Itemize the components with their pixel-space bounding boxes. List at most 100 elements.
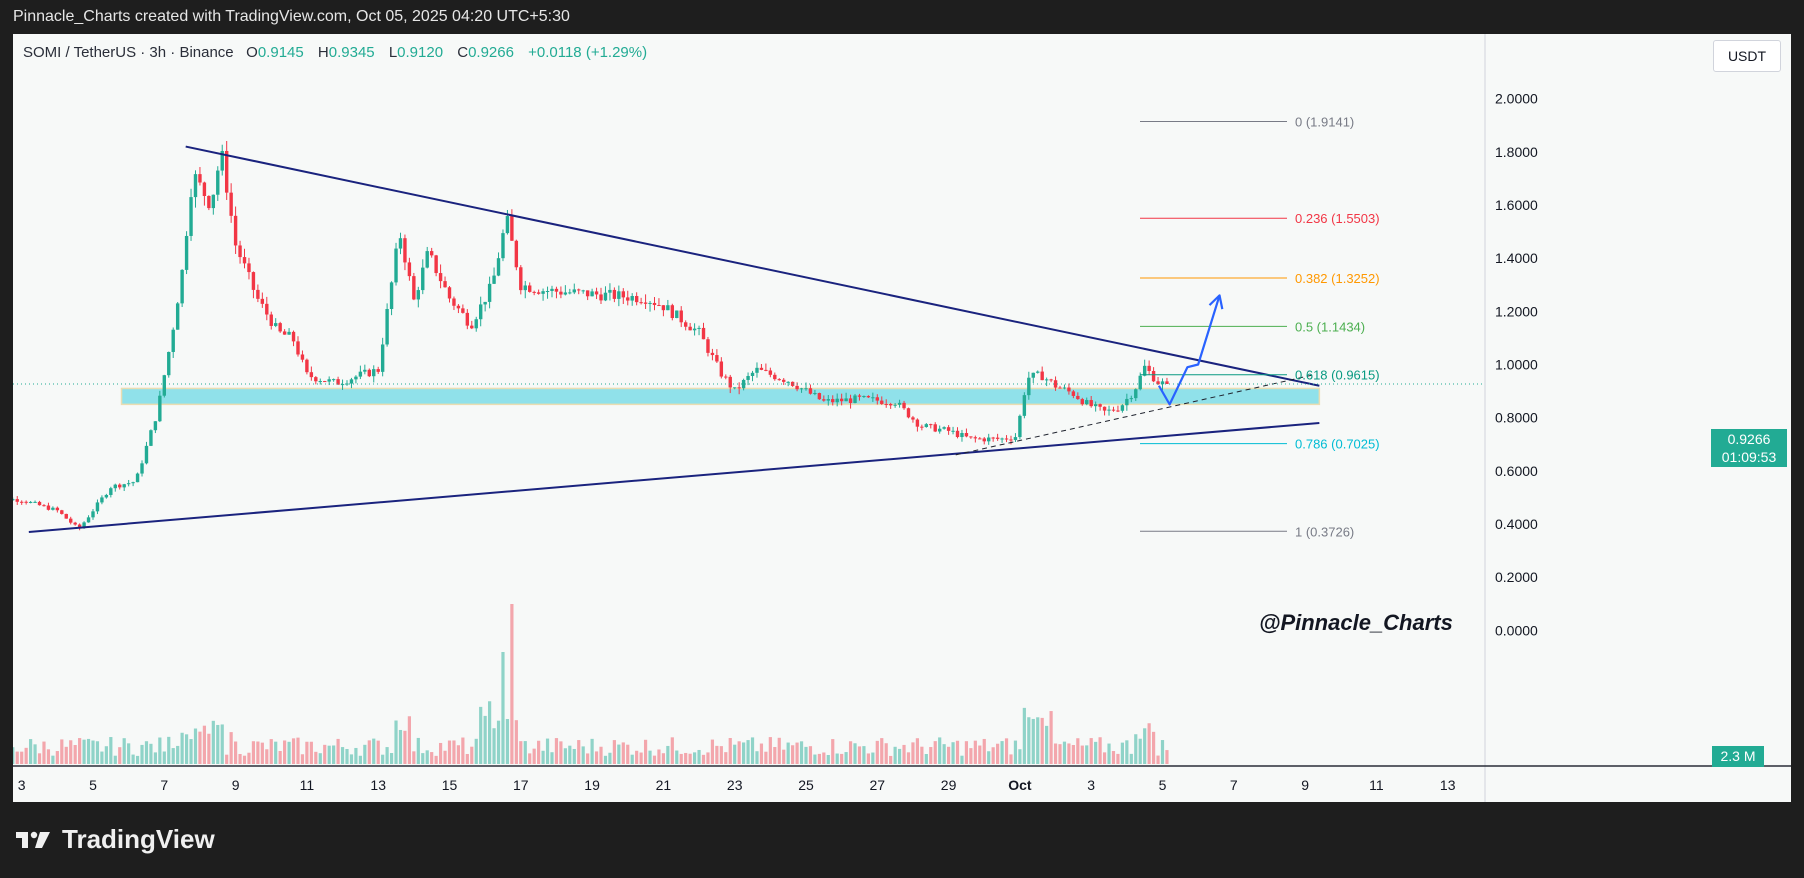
candle-body: [309, 372, 314, 378]
volume-bar: [488, 701, 492, 764]
volume-bar: [853, 743, 857, 764]
candle-body: [572, 289, 576, 293]
candle-body: [220, 150, 224, 171]
volume-bar: [122, 738, 126, 764]
volume-bar: [474, 738, 478, 764]
volume-bar: [381, 754, 385, 764]
x-tick-label: 25: [798, 777, 814, 793]
currency-selector[interactable]: USDT: [1713, 40, 1781, 72]
volume-bar: [987, 751, 991, 764]
volume-bar: [684, 752, 688, 764]
volume-bar: [345, 749, 349, 764]
volume-bar: [657, 749, 661, 764]
volume-bar: [964, 741, 969, 764]
volume-bar: [421, 753, 425, 764]
candle-body: [345, 383, 349, 385]
volume-bar: [372, 738, 376, 764]
candle-body: [848, 398, 853, 403]
chart-panel[interactable]: 2.0000 1.8000 1.6000 1.4000 1.2000 1.0000 0.80…: [13, 34, 1791, 802]
volume-bar: [519, 741, 523, 764]
high-key: H: [317, 44, 329, 61]
candle-body: [911, 417, 915, 420]
candle-body: [773, 374, 777, 380]
candle-body: [505, 216, 510, 234]
x-tick-label: 15: [442, 777, 458, 793]
price-chart[interactable]: 2.0000 1.8000 1.6000 1.4000 1.2000 1.0000 0.80…: [13, 34, 1791, 802]
volume-bar: [692, 752, 697, 764]
volume-bar: [563, 748, 567, 764]
candle-body: [528, 285, 532, 292]
volume-bar: [323, 744, 327, 764]
candle-body: [1129, 398, 1134, 400]
candle-body: [184, 235, 189, 270]
volume-bar: [176, 745, 180, 764]
volume-bar: [577, 740, 581, 764]
volume-bar: [1009, 754, 1013, 764]
volume-bar: [225, 754, 229, 764]
candle-body: [167, 351, 171, 376]
candle-body: [91, 511, 95, 518]
candle-body: [42, 505, 46, 507]
candle-body: [701, 327, 706, 340]
x-tick-label: 3: [18, 777, 26, 793]
candle-body: [737, 387, 741, 389]
candle-body: [639, 302, 643, 304]
x-tick-label: 9: [232, 777, 240, 793]
candle-body: [282, 331, 287, 335]
volume-bar: [924, 754, 928, 764]
volume-bar: [621, 742, 625, 764]
volume-bar: [211, 720, 215, 764]
tradingview-logo[interactable]: TradingView: [14, 824, 215, 855]
candle-body: [964, 433, 969, 437]
candle-body: [470, 325, 474, 329]
symbol-label[interactable]: SOMI / TetherUS · 3h · Binance: [23, 44, 234, 61]
volume-bar: [1080, 745, 1084, 764]
volume-bar: [278, 750, 282, 764]
candle-body: [634, 296, 639, 303]
x-tick-label: 5: [1159, 777, 1167, 793]
volume-bar: [635, 750, 639, 764]
volume-bar: [269, 739, 273, 764]
candle-body: [1156, 381, 1160, 385]
candle-body: [229, 192, 233, 216]
volume-bar: [20, 751, 24, 764]
volume-bar: [626, 744, 630, 764]
candle-body: [652, 302, 657, 306]
candle-body: [510, 216, 514, 241]
volume-bar: [438, 742, 443, 764]
candle-body: [839, 398, 844, 402]
candle-body: [670, 305, 675, 319]
candle-body: [719, 361, 724, 377]
volume-bar: [1036, 717, 1040, 764]
candle-body: [1018, 415, 1022, 438]
volume-bar: [82, 739, 86, 764]
candle-body: [822, 399, 826, 401]
candle-body: [73, 522, 77, 525]
candle-body: [13, 499, 15, 501]
high-value: 0.9345: [328, 44, 375, 61]
y-tick-label: 2.0000: [1495, 91, 1538, 107]
volume-bar: [880, 738, 884, 764]
y-tick-label: 0.6000: [1495, 463, 1538, 479]
volume-bar: [559, 741, 563, 764]
candle-body: [755, 367, 759, 373]
y-tick-label: 1.6000: [1495, 197, 1538, 213]
x-tick-label: 11: [300, 777, 315, 793]
candle-body: [559, 291, 563, 295]
last-price-tag: 0.9266 01:09:53: [1711, 429, 1787, 467]
candle-body: [86, 517, 91, 523]
volume-bar: [889, 755, 893, 764]
candle-body: [523, 285, 527, 291]
candle-body: [274, 323, 278, 326]
volume-bar: [550, 752, 554, 764]
volume-bar: [202, 725, 207, 764]
candle-body: [82, 522, 86, 529]
volume-bar: [844, 752, 848, 764]
candle-body: [1009, 439, 1013, 441]
volume-bar: [603, 755, 608, 764]
volume-bar: [403, 730, 407, 764]
candle-body: [380, 344, 385, 372]
candle-body: [242, 257, 247, 264]
volume-bar: [568, 745, 572, 764]
candle-body: [64, 513, 68, 519]
